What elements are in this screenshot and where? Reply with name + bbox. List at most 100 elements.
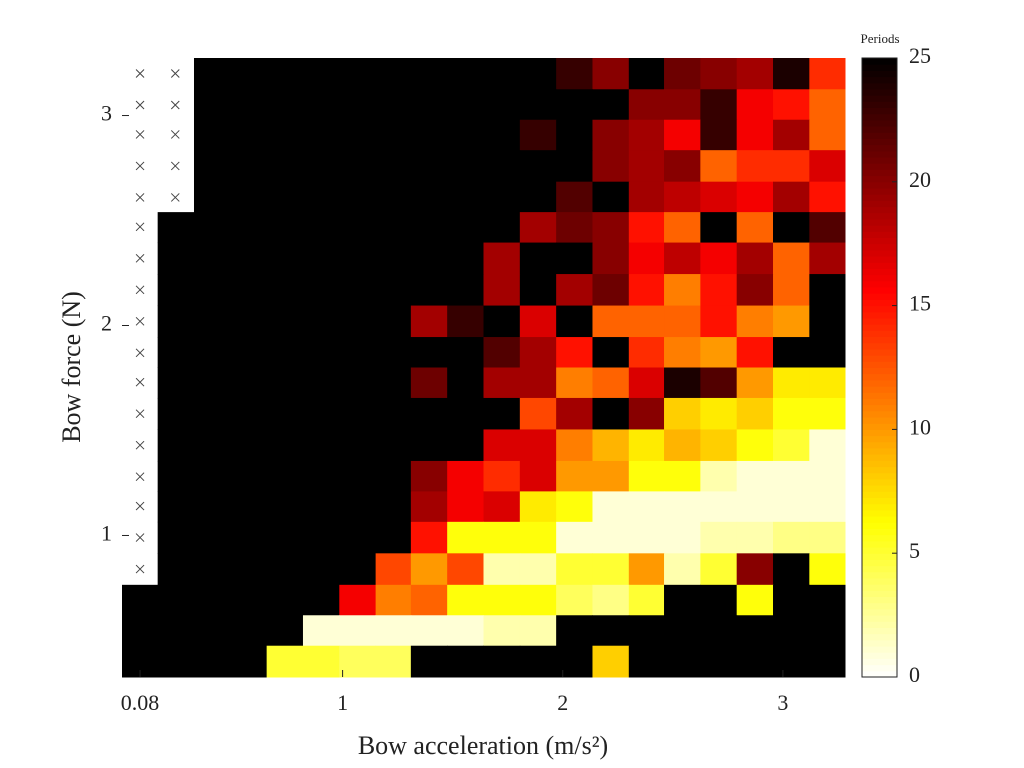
heatmap-cell <box>773 460 810 492</box>
heatmap-cell <box>809 181 846 213</box>
colorbar-swatch <box>862 175 897 183</box>
colorbar-swatch <box>862 132 897 139</box>
heatmap-cell <box>302 615 340 647</box>
heatmap-cell <box>483 645 521 678</box>
heatmap-cell <box>809 521 846 554</box>
heatmap-cell <box>773 119 810 151</box>
heatmap-cell <box>375 242 412 275</box>
colorbar-swatch <box>862 528 897 536</box>
heatmap-cell <box>592 429 630 462</box>
heatmap-cell <box>736 615 774 647</box>
heatmap-cell <box>809 460 846 492</box>
heatmap-cell <box>122 615 159 647</box>
no-data-marker <box>170 161 180 171</box>
heatmap-cell <box>736 212 774 244</box>
colorbar-swatch <box>862 330 897 338</box>
heatmap-cell <box>157 367 195 399</box>
colorbar-swatch <box>862 417 897 424</box>
heatmap-cell <box>266 397 304 430</box>
heatmap-cell <box>519 460 557 492</box>
no-data-marker <box>135 130 145 139</box>
colorbar-swatch <box>862 429 897 437</box>
heatmap-cell <box>519 367 557 399</box>
colorbar-swatch <box>862 466 897 474</box>
heatmap-cell <box>664 615 701 647</box>
no-data-marker <box>170 69 180 78</box>
heatmap-cell <box>447 491 484 523</box>
colorbar-swatch <box>862 454 897 461</box>
heatmap-cell <box>519 242 557 275</box>
heatmap-cell <box>375 89 412 121</box>
heatmap-cell <box>700 119 738 151</box>
heatmap-cell <box>700 429 738 462</box>
colorbar-swatch <box>862 243 897 251</box>
heatmap-cell <box>628 491 665 523</box>
heatmap-cell <box>628 460 665 492</box>
heatmap-cell <box>809 274 846 307</box>
heatmap-cell <box>592 274 630 307</box>
heatmap-cell <box>483 584 521 616</box>
heatmap-cell <box>628 553 665 586</box>
colorbar-swatch <box>862 274 897 282</box>
heatmap-cell <box>483 521 521 554</box>
colorbar-swatch <box>862 423 897 430</box>
heatmap-cell <box>809 212 846 244</box>
heatmap-cell <box>628 429 665 462</box>
heatmap-cell <box>483 242 521 275</box>
heatmap-cell <box>410 584 448 616</box>
heatmap-cell <box>664 645 701 678</box>
heatmap-cell <box>447 119 484 151</box>
heatmap-cell <box>700 553 738 586</box>
heatmap-cell <box>519 89 557 121</box>
heatmap-cell <box>556 460 593 492</box>
heatmap-cell <box>157 521 195 554</box>
heatmap-cell <box>266 119 304 151</box>
heatmap-cell <box>700 58 738 90</box>
colorbar-swatch <box>862 404 897 412</box>
heatmap-cell <box>700 615 738 647</box>
heatmap-cell <box>736 553 774 586</box>
colorbar-swatch <box>862 516 897 523</box>
heatmap-cell <box>628 615 665 647</box>
heatmap-cell <box>592 212 630 244</box>
colorbar-title: Periods <box>861 31 900 46</box>
x-axis-label: Bow acceleration (m/s²) <box>358 731 608 760</box>
heatmap-cell <box>193 367 231 399</box>
colorbar-swatch <box>862 547 897 554</box>
heatmap-cell <box>519 212 557 244</box>
heatmap-cell <box>700 521 738 554</box>
heatmap-cell <box>230 119 268 151</box>
no-data-marker <box>135 193 145 202</box>
heatmap-cell <box>736 367 774 399</box>
heatmap-cell <box>266 89 304 121</box>
heatmap-cell <box>410 212 448 244</box>
heatmap-cell <box>193 491 231 523</box>
heatmap-cell <box>193 645 231 678</box>
heatmap-cell <box>664 242 701 275</box>
heatmap-cell <box>773 89 810 121</box>
colorbar-swatch <box>862 367 897 375</box>
heatmap-cell <box>628 274 665 307</box>
heatmap-cell <box>700 274 738 307</box>
y-tick-label: 3 <box>101 101 112 126</box>
colorbar-swatch <box>862 305 897 313</box>
heatmap-cell <box>157 553 195 586</box>
heatmap-cell <box>302 553 340 586</box>
heatmap-cell <box>339 491 377 523</box>
heatmap-cell <box>628 89 665 121</box>
no-data-marker <box>135 472 145 482</box>
heatmap-cell <box>773 645 810 678</box>
heatmap-cell <box>193 305 231 338</box>
heatmap-cell <box>339 242 377 275</box>
heatmap-cell <box>773 274 810 307</box>
colorbar-swatch <box>862 509 897 517</box>
heatmap-cell <box>628 58 665 90</box>
heatmap-cell <box>483 429 521 462</box>
colorbar-swatch <box>862 441 897 449</box>
heatmap-cell <box>266 615 304 647</box>
heatmap-cell <box>375 429 412 462</box>
heatmap-cell <box>230 645 268 678</box>
heatmap-cell <box>302 460 340 492</box>
heatmap-cell <box>664 397 701 430</box>
colorbar-swatch <box>862 107 897 115</box>
